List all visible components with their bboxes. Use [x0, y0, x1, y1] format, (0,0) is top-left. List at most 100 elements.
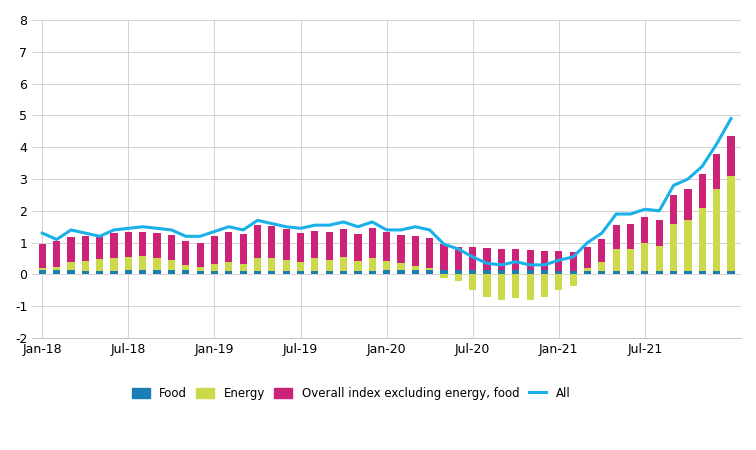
Bar — [497, 270, 505, 274]
Bar — [541, 270, 548, 274]
Bar — [713, 153, 720, 189]
Bar — [297, 270, 304, 274]
Bar — [283, 260, 290, 270]
Bar — [355, 261, 361, 270]
Bar — [340, 257, 347, 270]
Bar — [670, 224, 677, 271]
Bar — [39, 268, 46, 270]
Bar — [398, 235, 404, 263]
Bar — [497, 274, 505, 300]
Bar — [727, 136, 735, 176]
Bar — [627, 271, 634, 274]
Bar — [555, 251, 562, 271]
Bar — [469, 270, 476, 274]
Bar — [512, 274, 519, 298]
Bar — [311, 231, 318, 258]
Bar — [110, 233, 118, 258]
Bar — [283, 270, 290, 274]
Bar — [297, 262, 304, 270]
Bar — [469, 247, 476, 270]
Bar — [168, 270, 175, 274]
Bar — [139, 232, 147, 256]
Bar — [455, 274, 462, 281]
Bar — [455, 270, 462, 274]
Bar — [182, 270, 189, 274]
Bar — [383, 232, 390, 261]
Bar — [598, 239, 606, 262]
Bar — [441, 244, 448, 270]
Bar — [455, 247, 462, 270]
Bar — [727, 176, 735, 271]
Bar — [584, 248, 591, 268]
Bar — [153, 233, 160, 258]
Bar — [168, 260, 175, 270]
Bar — [211, 236, 218, 264]
Bar — [699, 207, 706, 271]
Bar — [684, 271, 692, 274]
Bar — [182, 241, 189, 265]
Bar — [412, 266, 419, 270]
Bar — [139, 270, 147, 274]
Bar — [355, 270, 361, 274]
Bar — [96, 259, 104, 270]
Bar — [96, 236, 104, 259]
Bar — [727, 271, 735, 274]
Bar — [153, 270, 160, 274]
Bar — [82, 261, 89, 270]
Bar — [584, 268, 591, 271]
Bar — [555, 271, 562, 274]
Bar — [326, 270, 333, 274]
Bar — [39, 244, 46, 268]
Bar — [512, 270, 519, 274]
Bar — [641, 243, 649, 271]
Bar — [412, 236, 419, 266]
Bar — [139, 256, 147, 270]
Bar — [641, 271, 649, 274]
Bar — [67, 237, 75, 262]
Bar — [369, 258, 376, 270]
Bar — [484, 248, 491, 270]
Bar — [713, 271, 720, 274]
Bar — [311, 258, 318, 270]
Bar — [569, 274, 577, 286]
Bar — [340, 270, 347, 274]
Bar — [340, 230, 347, 257]
Bar — [383, 270, 390, 274]
Bar — [283, 230, 290, 260]
Bar — [412, 270, 419, 274]
Bar — [670, 195, 677, 224]
Bar — [398, 263, 404, 270]
Bar — [153, 258, 160, 270]
Bar — [225, 262, 232, 270]
Bar — [67, 270, 75, 274]
Bar — [469, 274, 476, 290]
Bar — [484, 270, 491, 274]
Bar — [254, 270, 261, 274]
Bar — [268, 270, 275, 274]
Bar — [584, 271, 591, 274]
Bar — [240, 264, 246, 270]
Bar — [326, 260, 333, 270]
Bar — [182, 265, 189, 270]
Bar — [526, 270, 534, 274]
Bar — [369, 228, 376, 258]
Bar — [240, 234, 246, 264]
Bar — [383, 261, 390, 270]
Bar — [326, 233, 333, 260]
Bar — [225, 270, 232, 274]
Bar — [268, 226, 275, 258]
Bar — [225, 232, 232, 262]
Bar — [197, 243, 203, 266]
Bar — [82, 236, 89, 261]
Bar — [268, 258, 275, 270]
Bar — [655, 220, 663, 246]
Bar — [598, 271, 606, 274]
Bar — [670, 271, 677, 274]
Bar — [598, 262, 606, 271]
Bar — [497, 249, 505, 270]
Bar — [655, 271, 663, 274]
Bar — [53, 241, 60, 266]
Bar — [627, 224, 634, 249]
Bar — [125, 231, 132, 257]
Bar — [699, 271, 706, 274]
